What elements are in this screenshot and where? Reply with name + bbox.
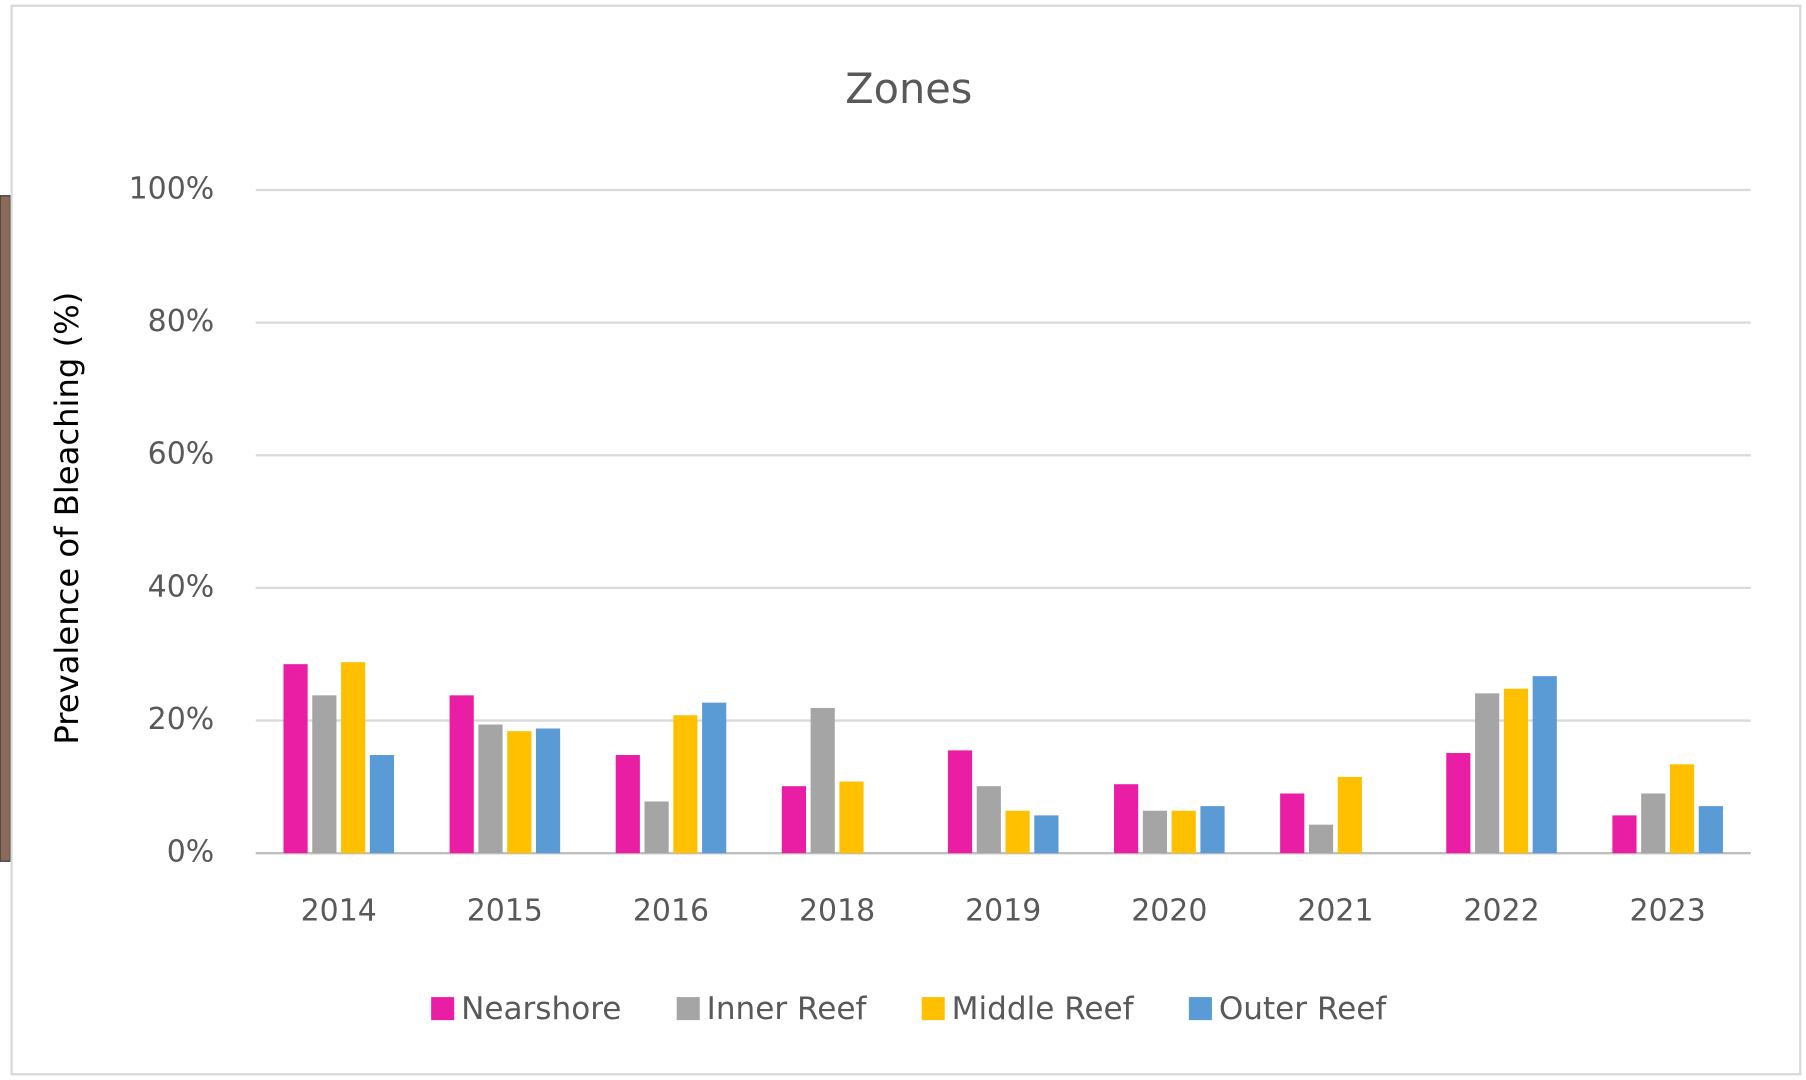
bar xyxy=(450,695,474,853)
x-tick-label: 2019 xyxy=(965,893,1041,928)
bar xyxy=(1504,689,1528,853)
x-tick-label: 2020 xyxy=(1131,893,1207,928)
bar xyxy=(478,725,502,854)
bar xyxy=(1670,764,1694,853)
y-tick-label: 100% xyxy=(129,171,215,206)
bar xyxy=(644,801,668,853)
bar xyxy=(616,755,640,853)
bar xyxy=(977,786,1001,853)
bar xyxy=(1612,815,1636,853)
bar xyxy=(1309,825,1333,854)
bar xyxy=(1338,777,1362,853)
y-tick-label: 20% xyxy=(148,702,215,737)
legend-swatch xyxy=(922,997,945,1020)
legend-swatch xyxy=(1189,997,1212,1020)
bar xyxy=(1533,676,1557,853)
x-tick-label: 2018 xyxy=(799,893,875,928)
legend-label: Middle Reef xyxy=(952,991,1135,1027)
bar xyxy=(1172,811,1196,853)
legend-label: Inner Reef xyxy=(707,991,868,1027)
x-tick-label: 2014 xyxy=(301,893,377,928)
y-tick-label: 80% xyxy=(148,304,215,339)
legend-label: Nearshore xyxy=(461,991,621,1027)
bar xyxy=(1006,811,1030,853)
bar xyxy=(839,782,863,854)
bar xyxy=(1699,806,1723,853)
bar xyxy=(312,695,336,853)
bar xyxy=(283,664,307,853)
bar xyxy=(1641,793,1665,853)
bar xyxy=(1200,806,1224,853)
y-tick-label: 40% xyxy=(148,569,215,604)
bar xyxy=(1280,793,1304,853)
x-tick-label: 2021 xyxy=(1297,893,1373,928)
chart: Zones Prevalence of Bleaching (%) 0% 20% 4… xyxy=(0,0,1806,1080)
legend-swatch xyxy=(677,997,700,1020)
bar xyxy=(1114,784,1138,853)
bar xyxy=(1034,815,1058,853)
bar xyxy=(1446,753,1470,853)
y-axis-title: Prevalence of Bleaching (%) xyxy=(48,292,86,745)
bar xyxy=(1143,811,1167,853)
bar xyxy=(370,755,394,853)
bar xyxy=(341,662,365,853)
x-tick-label: 2022 xyxy=(1463,893,1539,928)
legend-label: Outer Reef xyxy=(1219,991,1388,1027)
y-tick-label: 60% xyxy=(148,437,215,472)
x-tick-label: 2015 xyxy=(467,893,543,928)
background-photo-edge xyxy=(0,196,10,862)
legend-swatch xyxy=(431,997,454,1020)
bar xyxy=(507,731,531,853)
chart-title: Zones xyxy=(845,65,972,113)
bar xyxy=(702,703,726,854)
bar xyxy=(948,750,972,853)
y-tick-label: 0% xyxy=(167,835,215,870)
bar xyxy=(811,708,835,853)
bar xyxy=(1475,693,1499,853)
page: {"chart_data": {"type": "bar", "title": … xyxy=(0,0,1806,1080)
bar xyxy=(673,715,697,853)
x-tick-label: 2023 xyxy=(1630,893,1706,928)
bar xyxy=(782,786,806,853)
bar xyxy=(536,728,560,853)
x-tick-label: 2016 xyxy=(633,893,709,928)
